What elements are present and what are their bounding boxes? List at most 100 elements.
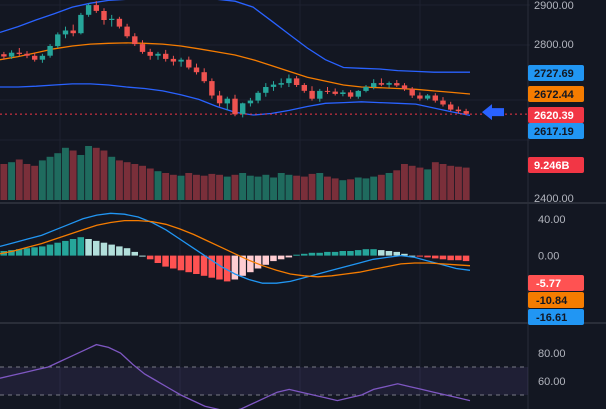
macd-histogram-bar: [108, 244, 115, 256]
candle-body: [55, 34, 61, 47]
macd-histogram-bar: [285, 255, 293, 258]
macd-histogram-bar: [316, 252, 323, 256]
candle-body: [417, 95, 423, 99]
candle-body: [155, 53, 161, 56]
volume-bar: [38, 160, 46, 200]
macd-axis-tick: 40.00: [538, 214, 566, 226]
macd-histogram-bar: [208, 255, 215, 278]
macd-histogram-bar: [77, 237, 84, 256]
macd-histogram-bar: [23, 248, 31, 256]
candle-body: [371, 83, 377, 87]
macd-histogram-bar: [131, 251, 138, 256]
candle-body: [232, 98, 238, 115]
macd-histogram-bar: [347, 251, 354, 256]
candle-body: [124, 26, 130, 37]
candle-body: [270, 84, 277, 87]
macd-histogram-bar: [154, 255, 162, 263]
volume-bar: [231, 174, 239, 200]
volume-bar: [193, 174, 200, 200]
volume-bar: [331, 178, 339, 200]
candle-body: [47, 46, 53, 56]
volume-bar: [370, 176, 378, 200]
volume-bar: [62, 147, 69, 200]
candle-body: [132, 36, 138, 45]
volume-bar: [408, 165, 416, 200]
volume-bar: [208, 173, 216, 200]
macd-histogram-bar: [424, 255, 431, 258]
macd-histogram-bar: [93, 240, 100, 256]
macd-histogram-bar: [239, 255, 246, 276]
rsi-line: [0, 343, 471, 409]
macd-histogram-bar: [46, 244, 54, 256]
price-badge: [528, 65, 584, 81]
candle-body: [332, 91, 338, 94]
price-badge: [528, 86, 584, 102]
volume-bar: [200, 175, 208, 200]
candle-body: [440, 100, 446, 105]
macd-histogram-bar: [223, 255, 231, 282]
volume-bar: [54, 153, 62, 200]
volume-bar: [316, 173, 324, 200]
candle-body: [32, 55, 38, 60]
macd-histogram-bar: [354, 250, 362, 256]
volume-bar: [385, 173, 393, 200]
volume-bar: [15, 159, 23, 200]
macd-histogram-bar: [447, 255, 454, 261]
volume-bar: [246, 175, 254, 200]
volume-bar: [339, 180, 347, 200]
volume-bar: [169, 174, 177, 200]
volume-bar: [293, 175, 301, 200]
macd-histogram-bar: [100, 242, 108, 256]
volume-bar: [0, 164, 8, 200]
candle-body: [1, 54, 7, 57]
candle-body: [363, 87, 369, 91]
candle-body: [424, 95, 431, 99]
volume-bar: [31, 165, 39, 200]
candle-body: [378, 83, 385, 85]
volume-bar: [324, 176, 331, 200]
volume-bar: [223, 176, 231, 200]
volume-bar: [23, 164, 31, 200]
candle-body: [116, 18, 123, 27]
macd-histogram-bar: [170, 255, 177, 269]
macd-histogram-bar: [254, 255, 262, 269]
volume-bar: [77, 155, 85, 200]
candle-body: [24, 53, 30, 56]
macd-histogram-bar: [432, 255, 439, 259]
macd-histogram-bar: [139, 255, 146, 257]
price-badge-label: 2620.39: [534, 110, 574, 122]
volume-bar: [285, 174, 293, 200]
candle-body: [347, 92, 354, 97]
candle-body: [85, 5, 92, 15]
macd-histogram-bar: [54, 242, 61, 256]
price-badge-label: 2672.44: [534, 89, 575, 101]
candle-body: [448, 104, 454, 110]
macd-line: [0, 212, 471, 284]
volume-bar: [69, 150, 77, 200]
volume-bar: [239, 173, 247, 200]
candle-body: [401, 85, 408, 89]
macd-histogram-bar: [339, 251, 346, 256]
macd-histogram-bar: [247, 255, 254, 273]
macd-histogram-bar: [408, 255, 416, 257]
macd-histogram-bar: [385, 251, 393, 256]
volume-bar: [300, 176, 308, 200]
candle-body: [170, 58, 177, 62]
volume-bar: [46, 156, 54, 200]
volume-bar: [447, 165, 455, 200]
candle-body: [78, 14, 84, 34]
volume-bar: [85, 146, 92, 200]
macd-badge: [528, 292, 584, 308]
candle-body: [286, 78, 292, 84]
candle-body: [355, 90, 361, 97]
candle-body: [394, 83, 400, 86]
candle-body: [432, 95, 438, 101]
macd-histogram-bar: [439, 255, 447, 260]
candle-body: [93, 5, 99, 11]
macd-histogram-bar: [401, 253, 408, 256]
candle-body: [301, 85, 307, 91]
candle-body: [455, 109, 462, 112]
volume-bar: [108, 156, 116, 200]
